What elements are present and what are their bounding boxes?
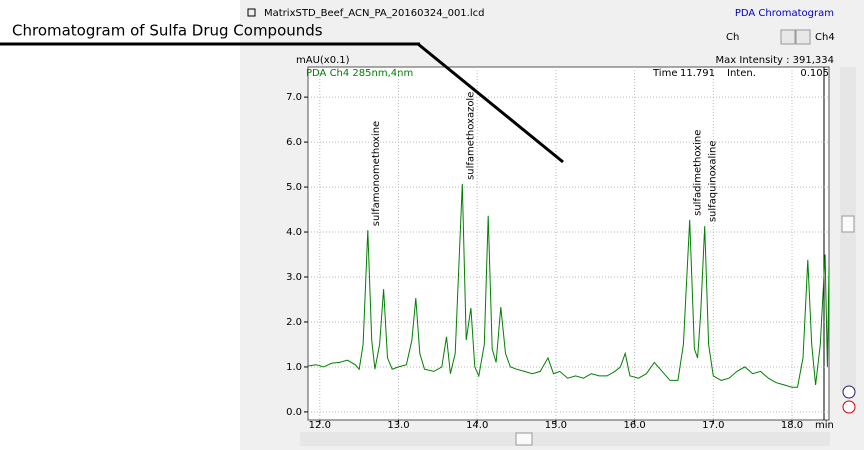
time-label: Time: [652, 68, 677, 79]
peak-label: sulfamethoxazole: [465, 92, 476, 180]
zoom-in[interactable]: [842, 385, 856, 399]
trace-title: PDA Ch4 285nm,4nm: [306, 68, 413, 79]
channel-label: Ch: [726, 32, 739, 43]
peak-label: sulfamonomethoxine: [371, 121, 382, 226]
window-icon: [247, 8, 256, 17]
y-tick-label: 1.0: [286, 362, 302, 373]
peak-label: sulfaquinoxaline: [708, 140, 719, 222]
channel-value: Ch4: [815, 32, 835, 43]
file-name: MatrixSTD_Beef_ACN_PA_20160324_001.lcd: [264, 8, 484, 19]
h-scrollbar[interactable]: [300, 432, 830, 446]
y-tick-label: 2.0: [286, 317, 302, 328]
y-axis-label: mAU(x0.1): [296, 55, 350, 66]
prev-channel-button[interactable]: [780, 29, 796, 45]
inten-label: Inten.: [727, 68, 756, 79]
y-tick-label: 0.0: [286, 407, 302, 418]
max-intensity: Max Intensity : 391,334: [716, 55, 834, 66]
x-tick-label: 12.0: [309, 420, 331, 431]
next-channel-button[interactable]: [795, 29, 811, 45]
y-tick-label: 7.0: [286, 92, 302, 103]
x-tick-label: 16.0: [623, 420, 645, 431]
x-axis-label: min: [815, 420, 834, 431]
y-tick-label: 5.0: [286, 182, 302, 193]
x-tick-label: 18.0: [781, 420, 803, 431]
zoom-out[interactable]: [842, 400, 856, 414]
trace: [307, 183, 830, 388]
view-name[interactable]: PDA Chromatogram: [735, 8, 834, 19]
y-tick-label: 6.0: [286, 137, 302, 148]
h-scroll-thumb[interactable]: [515, 432, 533, 446]
time-value: 11.791: [680, 68, 715, 79]
inten-value: 0.105: [800, 68, 829, 79]
v-scroll-thumb[interactable]: [841, 215, 855, 233]
peak-label: sulfadimethoxine: [693, 130, 704, 216]
x-tick-label: 13.0: [387, 420, 409, 431]
y-tick-label: 3.0: [286, 272, 302, 283]
x-tick-label: 15.0: [545, 420, 567, 431]
callout-line: [417, 42, 564, 164]
x-tick-label: 17.0: [702, 420, 724, 431]
y-tick-label: 4.0: [286, 227, 302, 238]
callout-title: Chromatogram of Sulfa Drug Compounds: [12, 22, 323, 40]
x-tick-label: 14.0: [466, 420, 488, 431]
plot-area: [307, 66, 830, 421]
